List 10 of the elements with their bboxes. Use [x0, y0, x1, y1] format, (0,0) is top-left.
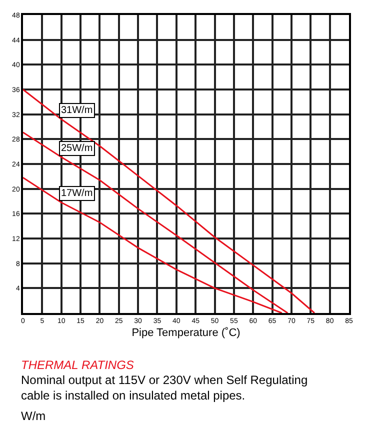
series-label: 31W/m	[61, 105, 93, 116]
text: Nominal output at 115V or 230V when Self Regulating cable is installed on insulated metal pipes.	[21, 373, 308, 403]
x-axis-title: Pipe Temperature (˚C)	[132, 326, 240, 339]
text: W/m	[21, 409, 46, 423]
series-label: 25W/m	[61, 143, 93, 154]
line-series	[23, 176, 283, 313]
line-series	[23, 88, 316, 313]
text: THERMAL RATINGS	[21, 358, 134, 372]
line-series	[23, 132, 288, 313]
series-label: 17W/m	[61, 188, 93, 199]
